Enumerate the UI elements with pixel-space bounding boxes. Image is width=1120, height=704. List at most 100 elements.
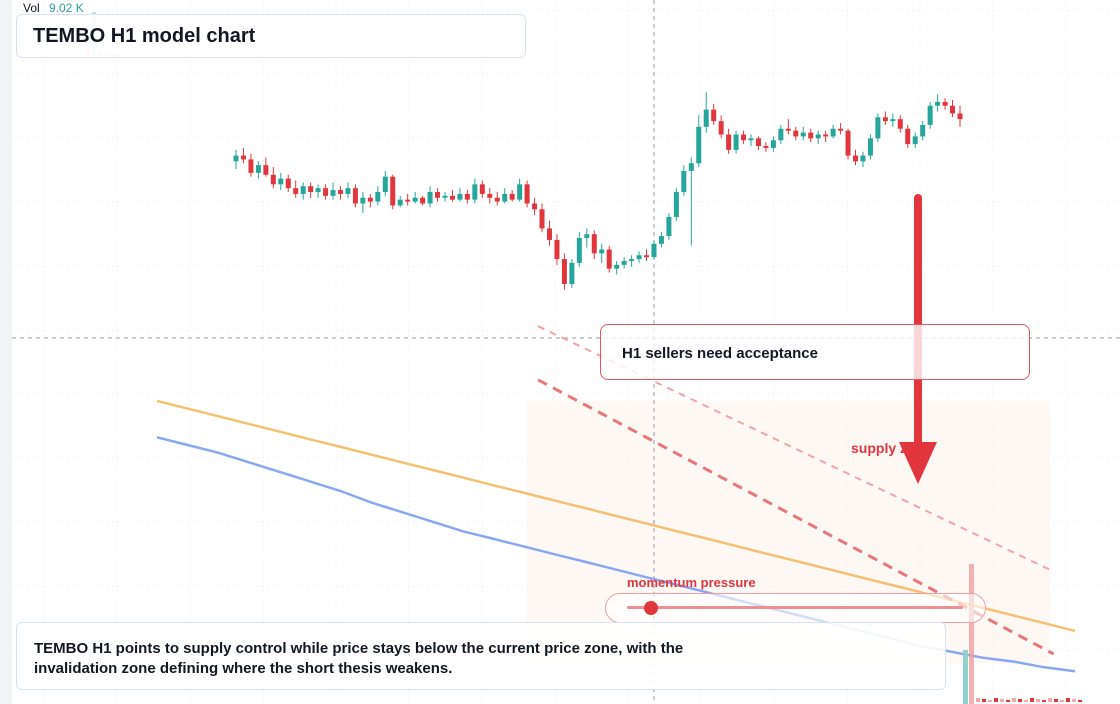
candle-body [323, 188, 329, 196]
candle-body [681, 170, 687, 192]
candle-body [905, 128, 911, 145]
volume-label: Vol [23, 1, 40, 15]
candle-body [957, 113, 963, 120]
candle-body [845, 130, 851, 156]
candle-body [263, 165, 269, 175]
moving-average-line [156, 399, 1076, 633]
momentum-thumb[interactable] [643, 601, 658, 615]
supply-zone-label: supply zone [851, 440, 932, 456]
candle-body [696, 126, 702, 164]
volume-bar [1036, 699, 1040, 702]
candle-body [703, 109, 709, 127]
candle-body [315, 188, 321, 192]
candle-body [397, 199, 403, 206]
volume-bar [1006, 700, 1010, 702]
candle-body [300, 186, 306, 194]
candle-body [644, 255, 650, 258]
candle-body [561, 259, 567, 284]
candle-body [770, 140, 776, 148]
candle-body [502, 193, 508, 202]
candle-body [539, 209, 545, 229]
volume-bar [969, 564, 974, 704]
candle-body [464, 193, 470, 200]
candle-body [733, 134, 739, 150]
candle-body [606, 249, 612, 269]
volume-bar [1060, 700, 1064, 702]
candle-body [576, 238, 582, 263]
candle-body [823, 134, 829, 137]
candle-body [815, 134, 821, 139]
volume-bar [1072, 699, 1076, 702]
candle-body [240, 155, 246, 160]
candle-body [255, 165, 261, 173]
candle-body [278, 178, 284, 185]
volume-bar [982, 699, 986, 702]
volume-bar [1054, 699, 1058, 702]
candle-body [308, 186, 314, 192]
candle-body [912, 136, 918, 145]
candle-body [867, 138, 873, 156]
candle-body [337, 190, 343, 194]
volume-value: 9.02 K [49, 1, 84, 15]
candle-body [532, 203, 538, 210]
signal-arrow-head [899, 442, 937, 484]
candle-body [853, 155, 859, 162]
candle-body [651, 243, 657, 258]
candle-body [629, 259, 635, 261]
volume-bar [976, 698, 980, 702]
candle-body [726, 134, 732, 150]
momentum-slider[interactable] [605, 593, 986, 623]
candle-body [270, 174, 276, 185]
candle-body [927, 105, 933, 125]
callout-box: H1 sellers need acceptance [600, 324, 1030, 380]
momentum-track [627, 606, 963, 609]
candle-body [785, 128, 791, 131]
candle-body [942, 101, 948, 106]
trendline-lower [537, 378, 1055, 656]
candle-body [330, 190, 336, 196]
candle-body [360, 197, 366, 204]
candle-body [449, 195, 455, 200]
candle-body [367, 197, 373, 202]
candle-body [427, 192, 433, 204]
candle-body [569, 262, 575, 284]
chart-title: TEMBO H1 model chart [33, 25, 256, 47]
volume-bar [988, 700, 992, 702]
candle-body [755, 138, 761, 146]
candle-body [472, 184, 478, 200]
volume-bar [1078, 700, 1082, 702]
volume-bar [963, 650, 968, 704]
candle-body [345, 188, 351, 194]
volume-bar [1012, 698, 1016, 702]
left-scrollbar[interactable] [0, 0, 12, 704]
candle-body [599, 249, 605, 254]
candle-body [420, 197, 426, 204]
candle-body [673, 192, 679, 217]
candle-body [748, 138, 754, 141]
callout-text: H1 sellers need acceptance [622, 345, 818, 362]
volume-bar [1042, 700, 1046, 702]
candle-body [457, 193, 463, 200]
volume-bar [1030, 698, 1034, 702]
candle-body [808, 132, 814, 139]
candle-body [494, 197, 500, 202]
candle-body [711, 109, 717, 122]
summary-panel: TEMBO H1 points to supply control while … [16, 622, 946, 690]
candle-body [897, 119, 903, 129]
candle-body [935, 101, 941, 106]
candle-body [666, 216, 672, 237]
candle-body [285, 178, 291, 189]
momentum-label: momentum pressure [627, 575, 756, 590]
candle-body [688, 163, 694, 171]
candle-body [636, 255, 642, 260]
candle-body [382, 176, 388, 192]
candle-body [950, 105, 956, 114]
candle-body [375, 192, 381, 202]
candle-body [741, 134, 747, 141]
candle-body [435, 192, 441, 198]
candle-body [890, 119, 896, 122]
title-panel: TEMBO H1 model chart [16, 14, 526, 58]
candle-body [860, 155, 866, 162]
volume-bar [1066, 698, 1070, 702]
